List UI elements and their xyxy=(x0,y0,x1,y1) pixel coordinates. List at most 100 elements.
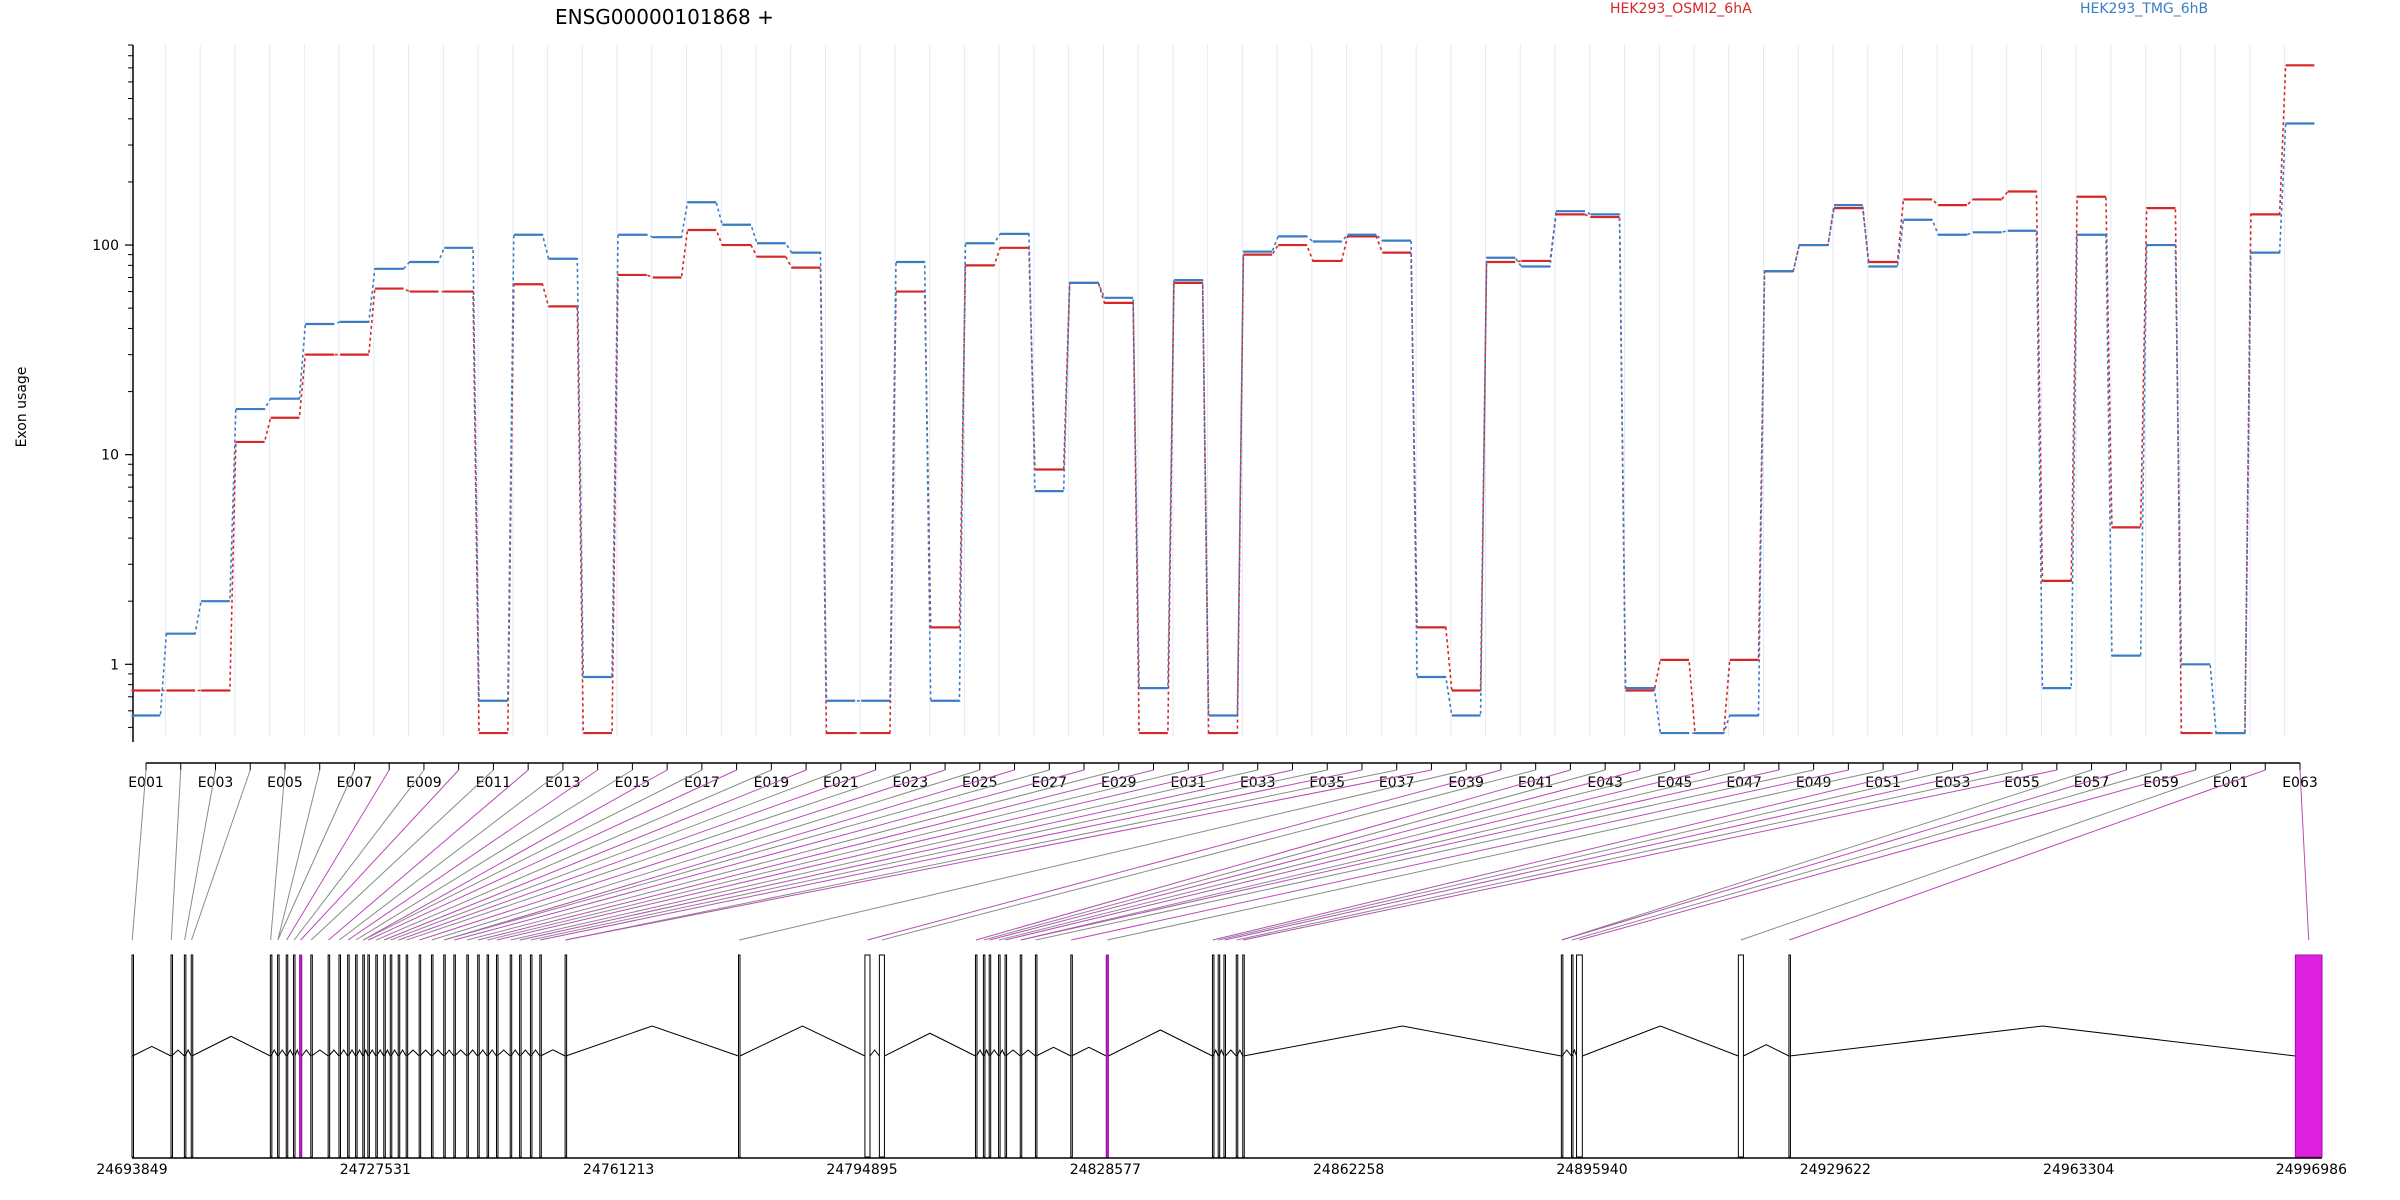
intron-line xyxy=(1035,1046,1072,1057)
connector-line xyxy=(565,769,1397,941)
x-tick-label: E019 xyxy=(754,775,790,791)
connector-line xyxy=(975,769,1571,941)
exon-box xyxy=(2294,954,2323,1158)
connector-line xyxy=(170,769,182,941)
connector-line xyxy=(1107,769,1884,941)
x-tick-label: E043 xyxy=(1587,775,1623,791)
intron-line xyxy=(1005,1049,1021,1057)
connector-line xyxy=(867,769,1502,941)
intron-line xyxy=(998,1048,1006,1057)
intron-line xyxy=(339,1049,349,1057)
x-tick-label: E009 xyxy=(406,775,442,791)
intron-line xyxy=(419,1049,432,1057)
connector-line xyxy=(1236,769,2023,941)
intron-line xyxy=(510,1049,521,1057)
connector-line xyxy=(454,769,1085,941)
intron-line xyxy=(328,1049,340,1057)
exon-box xyxy=(299,954,303,1158)
connector-line xyxy=(362,769,668,941)
intron-line xyxy=(1236,1048,1244,1057)
connector-line xyxy=(1789,769,2266,941)
connector-line xyxy=(383,769,807,941)
x-tick-label: E061 xyxy=(2213,775,2249,791)
intron-line xyxy=(301,1049,312,1057)
connector-line xyxy=(1561,769,2127,941)
connector-line xyxy=(998,769,1675,941)
connector-line xyxy=(1571,769,2162,941)
intron-line xyxy=(1225,1049,1237,1057)
connector-line xyxy=(277,769,321,941)
intron-line xyxy=(355,1048,364,1057)
intron-line xyxy=(376,1049,385,1057)
x-tick-label: E039 xyxy=(1448,775,1484,791)
intron-line xyxy=(565,1025,739,1057)
x-tick-label: E059 xyxy=(2143,775,2179,791)
connector-line xyxy=(398,769,876,941)
connector-line xyxy=(293,769,425,941)
connector-line xyxy=(1218,769,1953,941)
intron-line xyxy=(384,1048,391,1057)
intron-line xyxy=(519,1049,531,1057)
connector-line xyxy=(1740,769,2231,941)
connector-line xyxy=(419,769,946,941)
exon-box xyxy=(878,954,885,1158)
connector-line xyxy=(510,769,1258,941)
intron-line xyxy=(277,1049,287,1057)
y-tick-label: 1 xyxy=(110,657,119,673)
connector-line xyxy=(310,769,494,941)
exon-box xyxy=(864,954,871,1158)
exon-connector-lines xyxy=(131,769,2310,941)
connector-line xyxy=(540,769,1363,941)
connector-line xyxy=(406,769,911,941)
intron-line xyxy=(363,1048,369,1057)
genomic-tick-label: 24693849 xyxy=(96,1162,167,1178)
x-tick-label: E003 xyxy=(198,775,234,791)
connector-line xyxy=(1071,769,1849,941)
series-line-osmi2 xyxy=(131,64,2315,734)
x-tick-label: E031 xyxy=(1170,775,1206,791)
x-tick-label: E051 xyxy=(1865,775,1901,791)
genomic-tick-label: 24862258 xyxy=(1313,1162,1384,1178)
y-tick-label: 100 xyxy=(92,238,119,254)
connector-line xyxy=(375,769,772,941)
x-tick-label: E015 xyxy=(615,775,651,791)
intron-line xyxy=(1212,1048,1219,1057)
connector-line xyxy=(477,769,1154,941)
connector-line xyxy=(989,769,1641,941)
intron-line xyxy=(1108,1029,1213,1057)
intron-line xyxy=(347,1049,357,1057)
genomic-tick-label: 24929622 xyxy=(1800,1162,1871,1178)
intron-line xyxy=(1789,1025,2296,1057)
intron-line xyxy=(270,1048,279,1057)
intron-line xyxy=(496,1049,511,1057)
intron-line xyxy=(368,1049,377,1057)
genomic-tick-label: 24794895 xyxy=(826,1162,897,1178)
connector-line xyxy=(184,769,216,941)
genomic-tick-label: 24828577 xyxy=(1070,1162,1141,1178)
connector-line xyxy=(519,769,1293,941)
genomic-tick-label: 24761213 xyxy=(583,1162,654,1178)
intron-line xyxy=(869,1049,880,1057)
gene-model-track xyxy=(131,954,2323,1158)
intron-line xyxy=(1218,1048,1225,1057)
connector-line xyxy=(1212,769,1918,941)
intron-line xyxy=(1743,1044,1790,1057)
intron-line xyxy=(884,1032,976,1057)
connector-line xyxy=(431,769,980,941)
intron-line xyxy=(398,1049,407,1057)
series-lines xyxy=(131,64,2315,735)
intron-line xyxy=(989,1049,999,1057)
connector-line xyxy=(270,769,286,941)
chart-title: ENSG00000101868 + xyxy=(555,5,774,29)
x-tick-label: E021 xyxy=(823,775,859,791)
connector-line xyxy=(1579,769,2196,941)
connector-line xyxy=(881,769,1536,941)
connector-line xyxy=(362,769,703,941)
intron-line xyxy=(431,1049,445,1057)
connector-line xyxy=(530,769,1328,941)
intron-line xyxy=(171,1049,185,1057)
x-tick-label: E001 xyxy=(128,775,164,791)
connector-line xyxy=(191,769,251,941)
intron-line xyxy=(976,1048,984,1057)
intron-line xyxy=(1571,1048,1578,1057)
